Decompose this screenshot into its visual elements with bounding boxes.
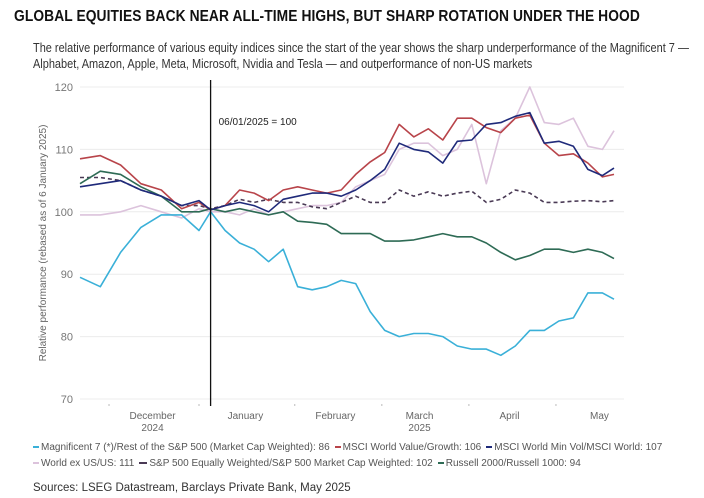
legend: Magnificent 7 (*)/Rest of the S&P 500 (M…	[33, 440, 667, 472]
legend-label: S&P 500 Equally Weighted/S&P 500 Market …	[149, 458, 433, 469]
x-month-label: March	[406, 411, 434, 422]
legend-item: MSCI World Value/Growth: 106	[334, 442, 482, 453]
y-tick-label: 90	[61, 269, 73, 281]
gridlines	[80, 86, 624, 400]
x-year-label: 2024	[141, 423, 164, 434]
y-tick-label: 70	[61, 394, 73, 406]
x-month-label: December	[129, 411, 176, 422]
legend-label: MSCI World Value/Growth: 106	[342, 442, 482, 453]
x-month-label: May	[590, 411, 609, 422]
legend-item: Magnificent 7 (*)/Rest of the S&P 500 (M…	[33, 442, 330, 453]
legend-swatch	[437, 462, 444, 465]
series-line-2	[79, 111, 615, 213]
y-tick-label: 100	[55, 207, 73, 219]
x-month-label: February	[315, 411, 355, 422]
y-axis-label: Relative performance (rebased as of 6 Ja…	[38, 125, 49, 362]
legend-swatch	[33, 462, 39, 465]
x-month-label: January	[228, 411, 264, 422]
legend-item: S&P 500 Equally Weighted/S&P 500 Market …	[139, 458, 433, 469]
legend-label: MSCI World Min Vol/MSCI World: 107	[494, 442, 663, 453]
series-line-3	[80, 86, 615, 219]
legend-swatch	[139, 462, 148, 465]
x-month-label: April	[500, 411, 520, 422]
sources-note: Sources: LSEG Datastream, Barclays Priva…	[33, 482, 351, 494]
legend-item: Russell 2000/Russell 1000: 94	[437, 458, 581, 469]
legend-item: MSCI World Min Vol/MSCI World: 107	[486, 442, 662, 453]
legend-swatch	[33, 446, 39, 449]
legend-row: World ex US/US: 111 S&P 500 Equally Weigh…	[33, 456, 667, 472]
y-axis-ticks: 70 80 90 100 110 120	[55, 82, 73, 406]
x-year-label: 2025	[408, 423, 431, 434]
y-tick-label: 120	[55, 82, 73, 94]
series-lines	[79, 86, 615, 357]
legend-label: World ex US/US: 111	[41, 458, 135, 469]
legend-item: World ex US/US: 111	[33, 458, 134, 469]
legend-label: Magnificent 7 (*)/Rest of the S&P 500 (M…	[41, 442, 330, 453]
series-line-1	[79, 114, 615, 211]
chart-subtitle: The relative performance of various equi…	[33, 41, 689, 71]
y-tick-label: 110	[55, 144, 73, 156]
x-axis-ticks: December January February March April May 2024…	[108, 404, 609, 434]
y-tick-label: 80	[61, 332, 73, 344]
legend-row: Magnificent 7 (*)/Rest of the S&P 500 (M…	[33, 440, 667, 456]
legend-swatch	[334, 446, 341, 449]
series-line-5	[79, 170, 615, 261]
chart-title: GLOBAL EQUITIES BACK NEAR ALL-TIME HIGHS…	[14, 8, 640, 25]
legend-swatch	[486, 446, 493, 449]
reference-annotation: 06/01/2025 = 100	[219, 117, 298, 128]
series-line-4	[80, 176, 615, 210]
legend-label: Russell 2000/Russell 1000: 94	[445, 458, 581, 469]
series-line-0	[79, 211, 615, 357]
